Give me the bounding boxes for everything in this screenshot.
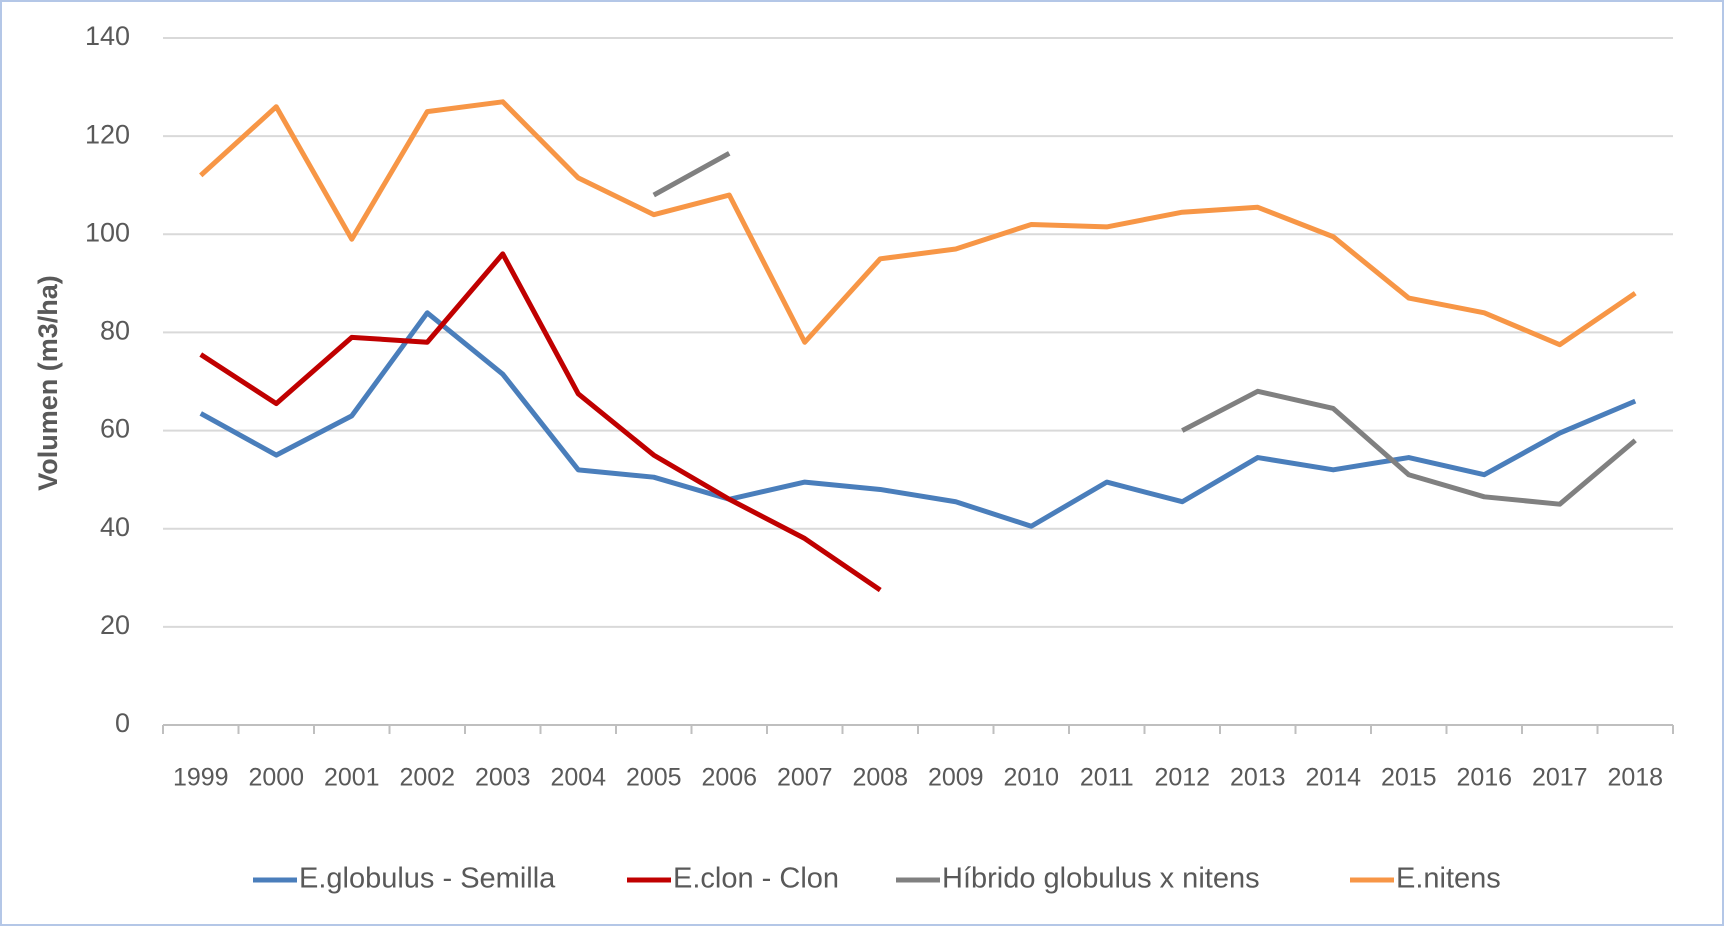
x-tick-label: 2011 [1080,764,1134,792]
legend-label: E.nitens [1396,863,1501,895]
x-tick-label: 2007 [777,764,833,792]
y-tick-label: 80 [100,316,130,346]
legend-label: E.clon - Clon [673,863,839,895]
y-tick-label: 20 [100,610,130,640]
x-tick-label: 2013 [1230,764,1286,792]
series-line [199,310,1637,529]
y-tick-label: 60 [100,414,130,444]
y-tick-label: 140 [85,21,130,51]
series-line [199,251,882,593]
x-tick-label: 1999 [173,764,229,792]
x-tick-label: 2012 [1154,764,1210,792]
series-line [199,99,1637,348]
legend-label: E.globulus - Semilla [299,863,556,895]
x-tick-label: 2008 [852,764,908,792]
x-tick-label: 2010 [1003,764,1059,792]
y-tick-label: 0 [115,708,130,738]
series-line [652,151,1637,507]
x-tick-label: 2014 [1305,764,1361,792]
y-tick-label: 120 [85,119,130,149]
x-tick-label: 2015 [1381,764,1437,792]
x-tick-label: 2017 [1532,764,1588,792]
x-tick-label: 2000 [248,764,304,792]
x-tick-label: 2001 [324,764,380,792]
x-tick-label: 2016 [1456,764,1512,792]
y-tick-label: 100 [85,217,130,247]
x-tick-label: 2006 [701,764,757,792]
x-tick-label: 2005 [626,764,682,792]
x-tick-label: 2009 [928,764,984,792]
x-tick-label: 2002 [399,764,455,792]
y-tick-label: 40 [100,512,130,542]
x-tick-label: 2018 [1607,764,1663,792]
legend-label: Híbrido globulus x nitens [942,863,1260,895]
x-tick-label: 2004 [550,764,606,792]
x-tick-label: 2003 [475,764,531,792]
y-axis-title: Volumen (m3/ha) [33,275,63,491]
